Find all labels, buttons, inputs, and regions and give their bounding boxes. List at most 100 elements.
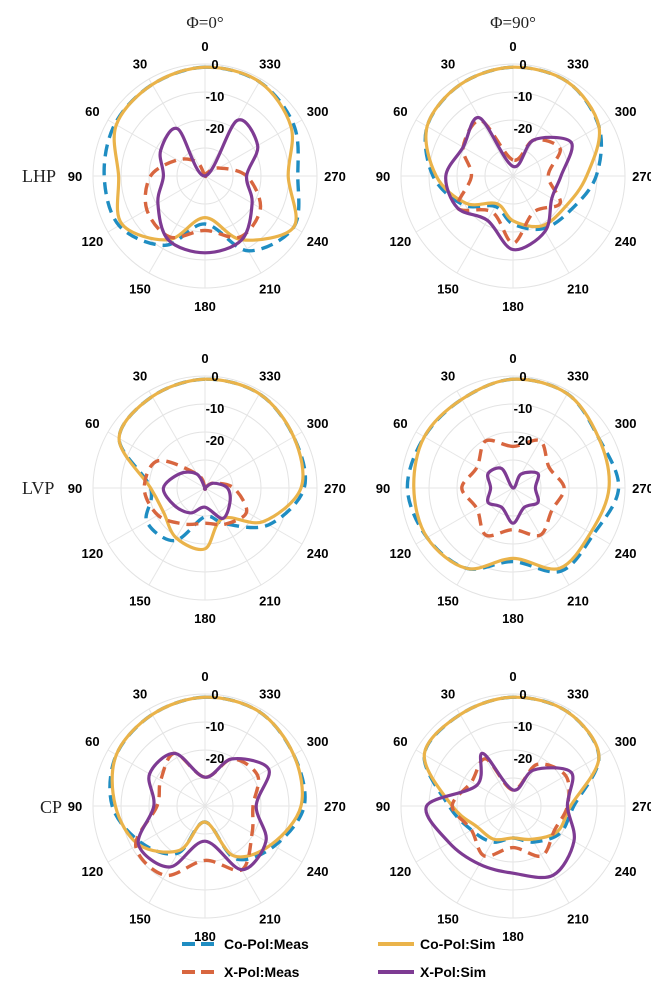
angle-tick-330: 330 — [567, 56, 589, 71]
angle-tick-0: 0 — [509, 669, 516, 684]
radial-tick-20: -20 — [514, 433, 533, 448]
angle-tick-0: 0 — [201, 669, 208, 684]
angle-tick-30: 30 — [133, 686, 147, 701]
series-x-pol-meas — [143, 157, 263, 240]
angle-tick-240: 240 — [307, 234, 329, 249]
series-co-pol-sim — [112, 65, 298, 242]
angle-tick-270: 270 — [632, 481, 651, 496]
angle-tick-120: 120 — [390, 864, 412, 879]
grid-spoke-120 — [107, 805, 206, 863]
radial-tick-20: -20 — [206, 433, 225, 448]
angle-tick-300: 300 — [615, 416, 637, 431]
polar-grid — [400, 693, 626, 919]
angle-tick-180: 180 — [502, 611, 524, 626]
radial-tick-0: 0 — [519, 369, 526, 384]
grid-spoke-60 — [415, 431, 514, 489]
angle-tick-180: 180 — [194, 299, 216, 314]
series-x-pol-meas — [134, 751, 261, 878]
radial-tick-10: -10 — [514, 401, 533, 416]
angle-tick-120: 120 — [390, 546, 412, 561]
radial-tick-20: -20 — [206, 751, 225, 766]
angle-tick-330: 330 — [259, 686, 281, 701]
grid-spoke-330 — [512, 708, 570, 807]
angle-tick-300: 300 — [307, 416, 329, 431]
angle-tick-270: 270 — [324, 481, 346, 496]
angle-tick-60: 60 — [393, 104, 407, 119]
grid-spoke-300 — [512, 749, 611, 807]
angle-tick-90: 90 — [68, 169, 82, 184]
angle-tick-270: 270 — [632, 169, 651, 184]
radial-tick-20: -20 — [514, 751, 533, 766]
angle-tick-240: 240 — [307, 546, 329, 561]
angle-tick-150: 150 — [437, 282, 459, 297]
angle-tick-60: 60 — [85, 104, 99, 119]
angle-tick-210: 210 — [567, 912, 589, 927]
angle-tick-120: 120 — [82, 546, 104, 561]
angle-tick-300: 300 — [307, 734, 329, 749]
grid-spoke-30 — [148, 708, 206, 807]
radial-tick-0: 0 — [519, 687, 526, 702]
angle-tick-0: 0 — [201, 351, 208, 366]
legend-label: X-Pol:Meas — [224, 964, 300, 980]
grid-spoke-300 — [512, 431, 611, 489]
angle-tick-60: 60 — [85, 734, 99, 749]
polar-plot-lhp-phi-90: 0 30 60 90 120 150 180 210 240 270 300 330 0 -10 -20 — [376, 39, 651, 314]
angle-tick-0: 0 — [509, 39, 516, 54]
row-label-cp: CP — [40, 797, 62, 817]
angle-tick-210: 210 — [567, 282, 589, 297]
angle-tick-270: 270 — [324, 169, 346, 184]
angle-tick-210: 210 — [567, 594, 589, 609]
radial-tick-10: -10 — [206, 89, 225, 104]
radial-tick-10: -10 — [514, 719, 533, 734]
grid-spoke-210 — [512, 805, 570, 904]
radial-tick-0: 0 — [211, 369, 218, 384]
series-co-pol-sim — [412, 377, 611, 571]
angle-tick-120: 120 — [82, 864, 104, 879]
angle-tick-210: 210 — [259, 594, 281, 609]
angle-tick-0: 0 — [509, 351, 516, 366]
series-co-pol-meas — [102, 65, 301, 253]
radial-tick-20: -20 — [514, 121, 533, 136]
angle-tick-120: 120 — [390, 234, 412, 249]
series-x-pol-sim — [444, 116, 574, 252]
grid-spoke-210 — [204, 175, 262, 274]
radial-tick-20: -20 — [206, 121, 225, 136]
angle-tick-0: 0 — [201, 39, 208, 54]
angle-tick-240: 240 — [615, 864, 637, 879]
grid-spoke-60 — [107, 749, 206, 807]
legend-item-x-pol-sim: X-Pol:Sim — [378, 964, 486, 980]
grid-spoke-300 — [204, 431, 303, 489]
angle-tick-330: 330 — [567, 686, 589, 701]
angle-tick-150: 150 — [129, 594, 151, 609]
angle-tick-60: 60 — [393, 734, 407, 749]
legend-item-x-pol-meas: X-Pol:Meas — [182, 964, 300, 980]
angle-tick-330: 330 — [259, 368, 281, 383]
angle-tick-150: 150 — [129, 282, 151, 297]
angle-tick-60: 60 — [85, 416, 99, 431]
angle-tick-90: 90 — [376, 481, 390, 496]
angle-tick-90: 90 — [68, 799, 82, 814]
grid-spoke-60 — [415, 749, 514, 807]
polar-plots: 0 30 60 90 120 150 180 210 240 270 300 330 0 -10 -20 0 3… — [68, 39, 651, 944]
angle-tick-300: 300 — [615, 104, 637, 119]
angle-tick-150: 150 — [129, 912, 151, 927]
angle-tick-330: 330 — [259, 56, 281, 71]
series-x-pol-sim — [424, 751, 576, 880]
angle-tick-180: 180 — [194, 611, 216, 626]
angle-tick-330: 330 — [567, 368, 589, 383]
legend-label: Co-Pol:Meas — [224, 936, 309, 952]
polar-plot-cp-phi-0: 0 30 60 90 120 150 180 210 240 270 300 330 0 -10 -20 — [68, 669, 346, 944]
angle-tick-180: 180 — [502, 299, 524, 314]
polar-plot-lvp-phi-0: 0 30 60 90 120 150 180 210 240 270 300 330 0 -10 -20 — [68, 351, 346, 626]
angle-tick-300: 300 — [307, 104, 329, 119]
grid-spoke-120 — [415, 487, 514, 545]
grid-spoke-60 — [107, 119, 206, 177]
grid-spoke-240 — [512, 487, 611, 545]
series-x-pol-meas — [460, 438, 566, 538]
grid-spoke-30 — [456, 78, 514, 177]
angle-tick-300: 300 — [615, 734, 637, 749]
angle-tick-210: 210 — [259, 282, 281, 297]
legend-item-co-pol-sim: Co-Pol:Sim — [378, 936, 495, 952]
grid-spoke-330 — [204, 390, 262, 489]
